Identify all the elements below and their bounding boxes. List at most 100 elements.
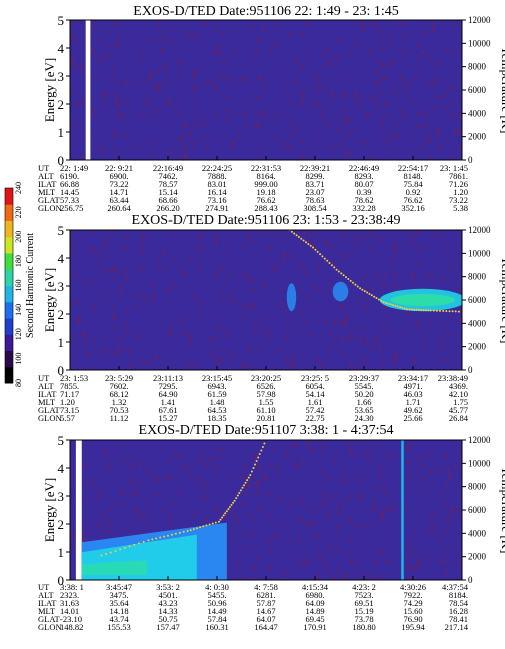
table-cell: 288.43: [254, 203, 277, 213]
y2-tick-label: 2000: [468, 132, 487, 142]
panel-3: EXOS-D/TED Date:951107 3:38: 1 - 4:37:54…: [38, 423, 505, 632]
row-label-glat: GLAT: [38, 405, 61, 415]
ephemeris-table: UT 22: 1:49 22: 9:21 22:16:49 22:24:25 22:31:…: [38, 163, 468, 213]
table-cell: 7888.: [207, 171, 226, 181]
colorbar-segment: [5, 285, 13, 303]
row-label-ilat: ILAT: [38, 389, 57, 399]
table-cell: 3:53: 2: [156, 582, 180, 592]
table-cell: 7295.: [158, 381, 177, 391]
table-cell: 64.90: [158, 389, 177, 399]
table-cell: 23:11:13: [153, 373, 183, 383]
y-tick-label: 4: [58, 251, 65, 266]
table-cell: 148.82: [60, 622, 83, 632]
table-cell: 4: 7:58: [254, 582, 278, 592]
colorbar-segment: [5, 204, 13, 221]
spectrogram: [70, 440, 462, 580]
table-cell: 22:16:49: [153, 163, 183, 173]
y-tick-label: 3: [58, 489, 65, 504]
table-cell: 170.91: [303, 622, 326, 632]
table-cell: 180.80: [352, 622, 375, 632]
y2-tick-label: 8000: [468, 272, 487, 282]
table-cell: 1.41: [161, 397, 176, 407]
table-cell: 78.62: [354, 195, 373, 205]
table-cell: 45.77: [449, 405, 468, 415]
table-cell: 69.51: [354, 598, 373, 608]
table-cell: 43.74: [109, 614, 129, 624]
row-label-glon: GLON: [38, 622, 62, 632]
ephemeris-table: UT 23: 1:53 23: 5:29 23:11:13 23:15:45 23:20:…: [38, 373, 469, 423]
colorbar-tick-label: 140: [14, 304, 23, 316]
table-cell: 7855.: [60, 381, 79, 391]
table-cell: 71.26: [449, 179, 468, 189]
table-cell: 74.29: [403, 598, 422, 608]
y2-tick-label: 2000: [468, 342, 487, 352]
colorbar-segment: [5, 301, 13, 319]
table-cell: 53.65: [354, 405, 373, 415]
table-cell: 7523.: [354, 590, 373, 600]
row-label-ilat: ILAT: [38, 179, 57, 189]
table-cell: 14.67: [256, 606, 275, 616]
row-label-mlt: MLT: [38, 187, 56, 197]
table-cell: 57.87: [256, 598, 275, 608]
table-cell: 14.01: [60, 606, 79, 616]
table-cell: 4:15:34: [302, 582, 329, 592]
table-cell: 0.92: [406, 187, 421, 197]
table-cell: 73.16: [207, 195, 226, 205]
y-tick-label: 2: [58, 97, 65, 112]
table-cell: 61.59: [207, 389, 226, 399]
y2-axis-label: Temperature [K]: [499, 467, 505, 554]
table-cell: 23: 1:53: [60, 373, 88, 383]
table-cell: -23.10: [60, 614, 82, 624]
y-axis-label: Energy [eV]: [42, 478, 57, 542]
table-cell: 1.75: [453, 397, 468, 407]
colorbar-tick-label: 240: [14, 182, 23, 194]
table-cell: 22:54:17: [398, 163, 428, 173]
table-cell: 83.71: [305, 179, 324, 189]
table-cell: 6281.: [256, 590, 275, 600]
y2-tick-label: 0: [468, 365, 473, 375]
y2-tick-label: 10000: [468, 458, 491, 468]
table-cell: 266.20: [156, 203, 179, 213]
table-cell: 15.60: [403, 606, 422, 616]
y2-tick-label: 8000: [468, 62, 487, 72]
row-label-ut: UT: [38, 373, 50, 383]
table-cell: 57.33: [60, 195, 79, 205]
y2-tick-label: 4000: [468, 528, 487, 538]
table-cell: 6943.: [207, 381, 226, 391]
table-cell: 31.63: [60, 598, 79, 608]
table-cell: 22:24:25: [202, 163, 232, 173]
row-label-alt: ALT: [38, 381, 55, 391]
spectrogram: [70, 20, 462, 160]
table-cell: 23:15:45: [202, 373, 232, 383]
colorbar-tick-label: 220: [14, 206, 23, 218]
panel-title: EXOS-D/TED Date:951106 22: 1:49 - 23: 1:…: [133, 4, 398, 19]
panel-2: EXOS-D/TED Date:951106 23: 1:53 - 23:38:…: [38, 213, 505, 423]
table-cell: 274.91: [205, 203, 228, 213]
table-cell: 63.44: [109, 195, 129, 205]
table-cell: 49.62: [403, 405, 422, 415]
table-cell: 999.00: [254, 179, 277, 189]
table-cell: 73.22: [449, 195, 468, 205]
colorbar-segment: [5, 318, 13, 335]
row-label-ut: UT: [38, 163, 50, 173]
y2-tick-label: 6000: [468, 295, 487, 305]
table-cell: 64.07: [256, 614, 275, 624]
table-cell: 8299.: [305, 171, 324, 181]
table-cell: 7922.: [403, 590, 422, 600]
y2-tick-label: 10000: [468, 248, 491, 258]
table-cell: 14.18: [109, 606, 128, 616]
table-cell: 217.14: [445, 622, 469, 632]
table-cell: 5455.: [207, 590, 226, 600]
y2-axis-label: Temperature [K]: [499, 47, 505, 134]
spectrogram-background: [70, 20, 462, 160]
table-cell: 78.54: [449, 598, 469, 608]
table-cell: 80.07: [354, 179, 373, 189]
table-cell: 164.47: [254, 622, 277, 632]
table-cell: 1.20: [453, 187, 468, 197]
table-cell: 69.45: [305, 614, 324, 624]
noise-speckle: [70, 20, 462, 160]
table-cell: 16.14: [207, 187, 227, 197]
table-cell: 61.10: [256, 405, 275, 415]
table-cell: 15.14: [158, 187, 178, 197]
